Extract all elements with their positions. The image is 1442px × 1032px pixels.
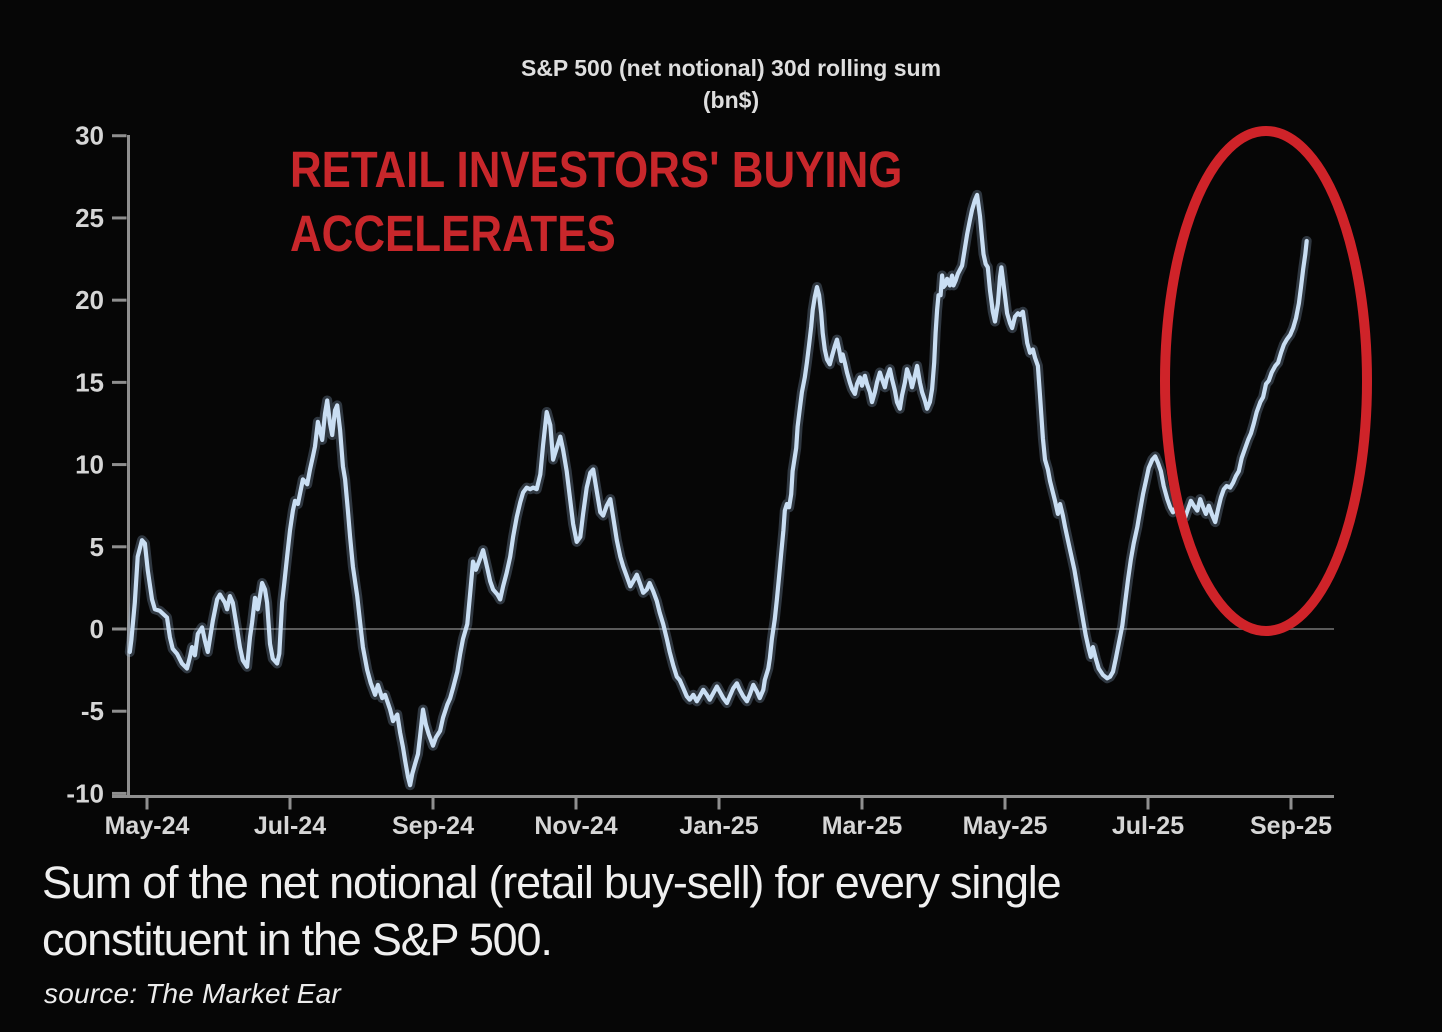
- chart-title-line1: S&P 500 (net notional) 30d rolling sum: [520, 55, 942, 81]
- highlight-ellipse: [1160, 126, 1372, 636]
- red-annotation: RETAIL INVESTORS' BUYING ACCELERATES: [290, 138, 902, 266]
- y-tick-label: -5: [81, 696, 104, 726]
- y-tick-label: 0: [90, 614, 104, 644]
- series-line-glow: [124, 189, 1312, 791]
- x-tick-label: Jul-25: [1112, 812, 1184, 840]
- y-tick-label: 5: [90, 532, 104, 562]
- x-tick-label: Sep-24: [392, 812, 474, 840]
- chart-title-line2: (bn$): [702, 87, 760, 113]
- y-tick-label: -10: [66, 778, 104, 808]
- red-annotation-line1: RETAIL INVESTORS' BUYING: [290, 141, 903, 198]
- x-tick-label: Sep-25: [1250, 812, 1332, 840]
- y-tick-label: 15: [75, 367, 104, 397]
- chart-caption: Sum of the net notional (retail buy-sell…: [42, 854, 1062, 968]
- x-tick-label: May-24: [105, 812, 190, 840]
- series-line: [127, 192, 1309, 788]
- x-tick-label: Jan-25: [679, 812, 758, 840]
- chart-title: S&P 500 (net notional) 30d rolling sum (…: [128, 52, 1334, 116]
- x-tick-label: Nov-24: [534, 812, 617, 840]
- x-tick-label: Jul-24: [254, 812, 326, 840]
- y-tick-label: 10: [75, 450, 104, 480]
- chart-caption-line2: constituent in the S&P 500.: [42, 914, 553, 965]
- y-tick-label: 25: [75, 203, 104, 233]
- chart-caption-line1: Sum of the net notional (retail buy-sell…: [42, 857, 1062, 908]
- red-annotation-line2: ACCELERATES: [290, 205, 616, 262]
- source-credit: source: The Market Ear: [44, 978, 341, 1009]
- x-tick-label: May-25: [963, 812, 1048, 840]
- y-tick-label: 20: [75, 285, 104, 315]
- y-tick-label: 30: [75, 121, 104, 151]
- x-tick-label: Mar-25: [822, 812, 903, 840]
